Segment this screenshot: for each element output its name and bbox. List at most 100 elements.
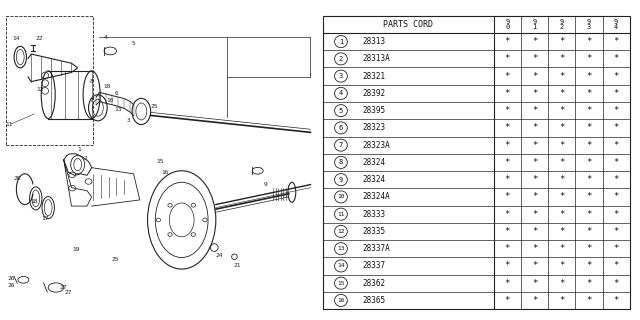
Text: 28335: 28335	[362, 227, 386, 236]
Text: 12: 12	[337, 229, 345, 234]
Text: 6: 6	[339, 125, 343, 131]
Text: *: *	[505, 54, 510, 63]
Text: 4: 4	[614, 24, 618, 30]
Text: 15: 15	[156, 159, 164, 164]
Text: 9: 9	[587, 19, 591, 25]
Text: *: *	[586, 158, 591, 167]
Text: *: *	[586, 192, 591, 201]
Text: 1: 1	[532, 24, 537, 30]
Text: *: *	[559, 106, 564, 115]
Text: *: *	[505, 227, 510, 236]
Text: 10: 10	[104, 84, 111, 89]
Text: *: *	[586, 37, 591, 46]
Text: *: *	[614, 141, 619, 150]
Text: *: *	[505, 175, 510, 184]
Text: 28333: 28333	[362, 210, 386, 219]
Text: 28362: 28362	[362, 279, 386, 288]
Text: *: *	[559, 296, 564, 305]
Text: *: *	[586, 54, 591, 63]
Text: *: *	[559, 261, 564, 270]
Text: 7: 7	[339, 142, 343, 148]
Text: *: *	[586, 124, 591, 132]
Text: 24: 24	[215, 253, 223, 258]
Text: 28323A: 28323A	[362, 141, 390, 150]
Text: 3: 3	[339, 73, 343, 79]
Text: 12: 12	[36, 87, 44, 92]
Text: *: *	[532, 192, 537, 201]
Text: *: *	[559, 210, 564, 219]
Text: *: *	[532, 106, 537, 115]
Text: 27: 27	[60, 285, 67, 290]
Text: *: *	[532, 279, 537, 288]
Text: *: *	[505, 37, 510, 46]
Text: 26: 26	[7, 276, 15, 281]
Text: *: *	[559, 175, 564, 184]
Text: 2: 2	[559, 24, 564, 30]
Text: 0: 0	[505, 24, 509, 30]
Text: 11: 11	[6, 122, 13, 127]
Text: 28337: 28337	[362, 261, 386, 270]
Text: *: *	[532, 244, 537, 253]
Text: 22: 22	[35, 36, 43, 41]
Text: 28313A: 28313A	[362, 54, 390, 63]
Text: 11: 11	[337, 212, 345, 217]
Text: 5: 5	[132, 41, 136, 46]
Text: 7: 7	[90, 98, 93, 103]
Text: *: *	[559, 158, 564, 167]
Text: 1: 1	[339, 39, 343, 44]
Text: *: *	[559, 89, 564, 98]
Text: *: *	[586, 244, 591, 253]
Text: 9: 9	[339, 177, 343, 183]
Text: *: *	[614, 106, 619, 115]
Text: *: *	[505, 124, 510, 132]
Text: 27: 27	[65, 290, 72, 295]
Text: *: *	[532, 175, 537, 184]
Text: 9: 9	[532, 19, 537, 25]
Text: *: *	[559, 141, 564, 150]
Text: 8: 8	[339, 159, 343, 165]
Text: *: *	[505, 72, 510, 81]
Text: *: *	[614, 296, 619, 305]
Text: *: *	[532, 227, 537, 236]
Text: 1: 1	[77, 147, 81, 152]
Text: *: *	[586, 89, 591, 98]
Text: *: *	[532, 37, 537, 46]
Text: *: *	[505, 279, 510, 288]
Text: *: *	[586, 296, 591, 305]
Text: 19: 19	[72, 247, 80, 252]
Text: 16: 16	[161, 170, 168, 175]
Text: *: *	[505, 192, 510, 201]
Text: 15: 15	[337, 281, 345, 286]
Text: *: *	[532, 141, 537, 150]
Text: *: *	[614, 244, 619, 253]
Text: *: *	[586, 227, 591, 236]
Text: 28324A: 28324A	[362, 192, 390, 201]
Text: *: *	[614, 175, 619, 184]
Text: *: *	[559, 124, 564, 132]
Text: *: *	[614, 192, 619, 201]
Text: *: *	[532, 261, 537, 270]
Text: 5: 5	[339, 108, 343, 114]
Text: 28321: 28321	[362, 72, 386, 81]
Text: 28324: 28324	[362, 158, 386, 167]
Text: 21: 21	[234, 263, 241, 268]
Text: 16: 16	[337, 298, 345, 303]
Text: 26: 26	[7, 284, 15, 289]
Text: *: *	[505, 106, 510, 115]
Text: 4: 4	[104, 35, 108, 40]
Text: 14: 14	[12, 36, 19, 41]
Text: 2: 2	[84, 156, 87, 161]
Text: *: *	[532, 158, 537, 167]
Text: 9: 9	[264, 182, 268, 187]
Text: *: *	[586, 210, 591, 219]
Text: 28365: 28365	[362, 296, 386, 305]
Text: 8: 8	[90, 79, 93, 84]
Text: *: *	[559, 54, 564, 63]
Text: *: *	[614, 89, 619, 98]
Text: *: *	[559, 279, 564, 288]
Text: *: *	[505, 89, 510, 98]
Text: *: *	[614, 227, 619, 236]
Text: *: *	[532, 124, 537, 132]
Text: 28323: 28323	[362, 124, 386, 132]
Text: *: *	[586, 175, 591, 184]
